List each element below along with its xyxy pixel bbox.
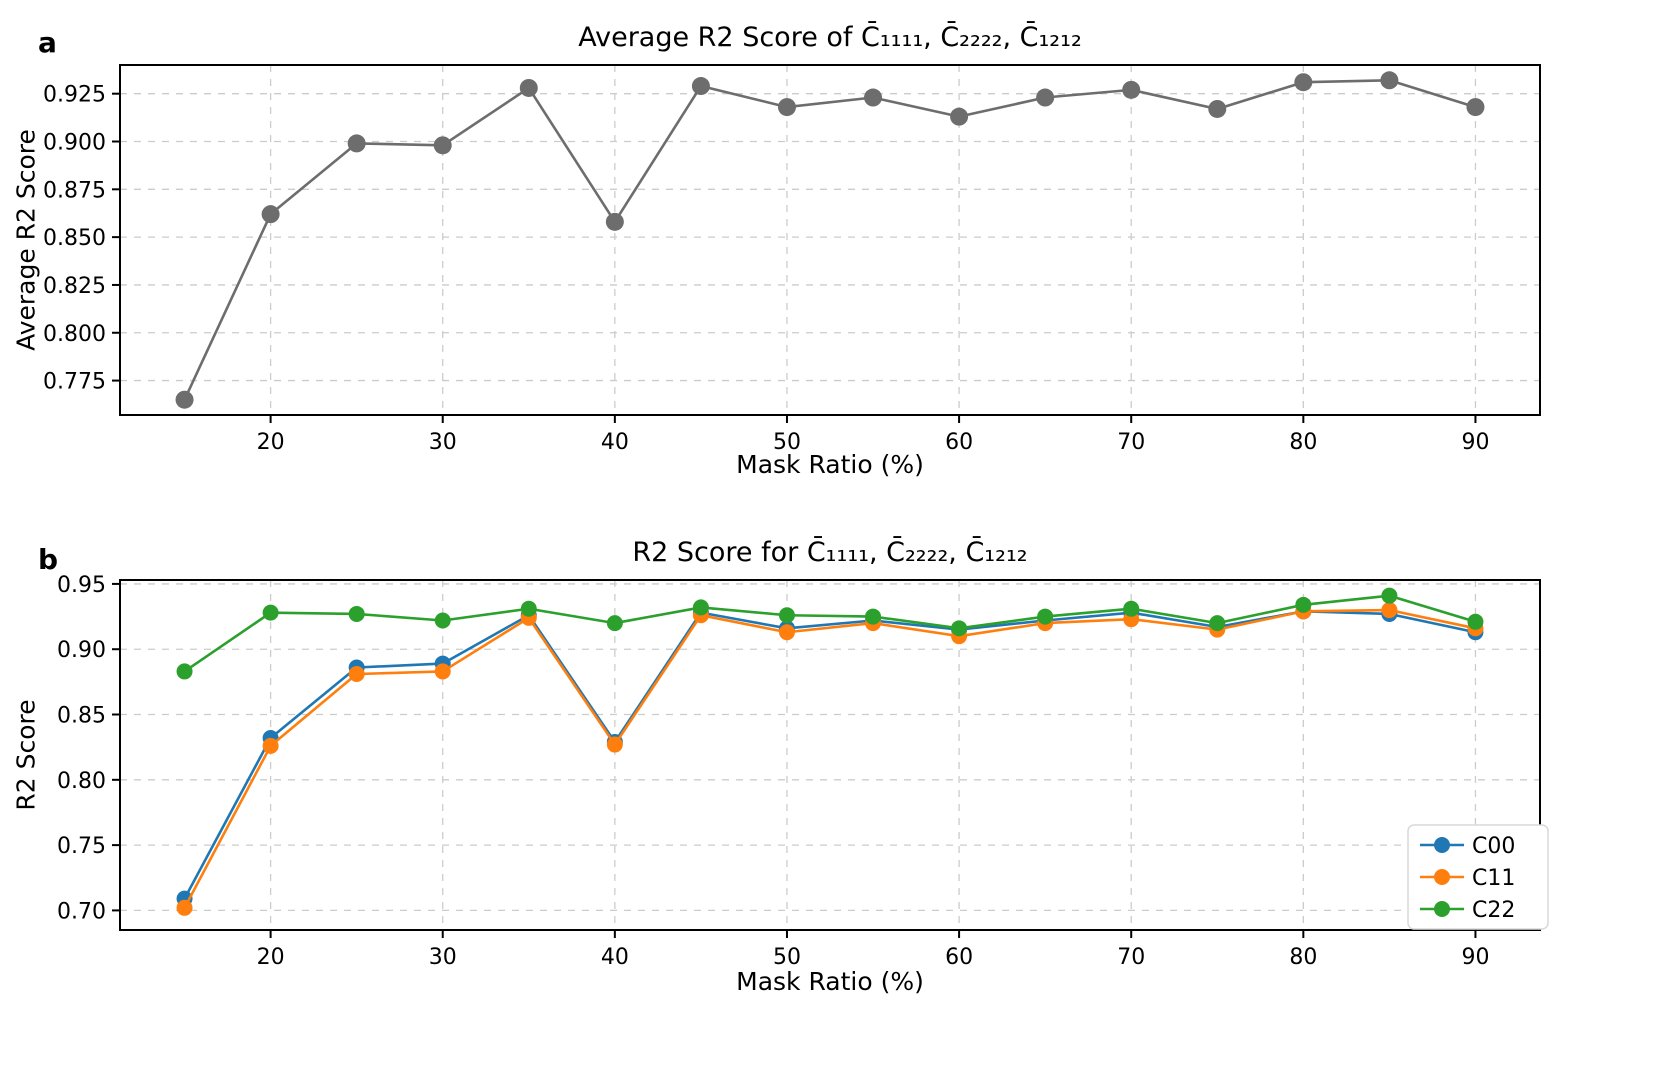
- svg-text:0.850: 0.850: [43, 226, 106, 251]
- svg-text:60: 60: [945, 945, 973, 970]
- svg-text:0.85: 0.85: [57, 704, 106, 729]
- svg-text:0.875: 0.875: [43, 178, 106, 203]
- svg-text:30: 30: [429, 430, 457, 455]
- svg-text:50: 50: [773, 430, 801, 455]
- panel-a-plot: 20 30 40 50 60 70 80 90 0.775 0.800 0.825 0.850 0.87…: [43, 64, 1541, 455]
- panel-a-label: a: [38, 26, 57, 59]
- svg-text:80: 80: [1289, 430, 1317, 455]
- panel-b-title: R2 Score for C̄₁₁₁₁, C̄₂₂₂₂, C̄₁₂₁₂: [632, 537, 1028, 568]
- svg-text:0.825: 0.825: [43, 274, 106, 299]
- panel-a-title: Average R2 Score of C̄₁₁₁₁, C̄₂₂₂₂, C̄₁₂…: [578, 22, 1082, 53]
- svg-text:0.80: 0.80: [57, 769, 106, 794]
- panel-b-xlabel: Mask Ratio (%): [736, 967, 924, 996]
- svg-text:40: 40: [601, 430, 629, 455]
- svg-text:C11: C11: [1472, 866, 1515, 891]
- panel-b-ylabel: R2 Score: [11, 699, 41, 811]
- svg-text:0.95: 0.95: [57, 573, 106, 598]
- panel-a-xlabel: Mask Ratio (%): [736, 450, 924, 479]
- svg-text:70: 70: [1117, 430, 1145, 455]
- svg-text:0.775: 0.775: [43, 370, 106, 395]
- svg-text:0.70: 0.70: [57, 899, 106, 924]
- svg-text:40: 40: [601, 945, 629, 970]
- svg-text:0.90: 0.90: [57, 638, 106, 663]
- svg-text:C22: C22: [1472, 898, 1515, 923]
- panel-b-plot: 20 30 40 50 60 70 80 90 0.70 0.75 0.80 0.85 0.90 0.95…: [57, 573, 1549, 970]
- svg-text:0.800: 0.800: [43, 322, 106, 347]
- svg-text:90: 90: [1461, 430, 1489, 455]
- svg-text:50: 50: [773, 945, 801, 970]
- svg-text:20: 20: [257, 430, 285, 455]
- panel-a: 20 30 40 50 60 70 80 90 0.775 0.800 0.825 0.850 0.87…: [0, 0, 1659, 525]
- svg-text:60: 60: [945, 430, 973, 455]
- svg-text:0.925: 0.925: [43, 83, 106, 108]
- panel-a-ylabel: Average R2 Score: [11, 129, 41, 351]
- svg-text:C00: C00: [1472, 834, 1515, 859]
- svg-text:70: 70: [1117, 945, 1145, 970]
- svg-text:80: 80: [1289, 945, 1317, 970]
- svg-text:20: 20: [257, 945, 285, 970]
- svg-text:30: 30: [429, 945, 457, 970]
- svg-text:0.75: 0.75: [57, 834, 106, 859]
- panel-b: 20 30 40 50 60 70 80 90 0.70 0.75 0.80 0.85 0.90 0.95…: [0, 525, 1659, 1075]
- svg-text:90: 90: [1461, 945, 1489, 970]
- panel-b-label: b: [38, 543, 59, 576]
- svg-text:0.900: 0.900: [43, 131, 106, 156]
